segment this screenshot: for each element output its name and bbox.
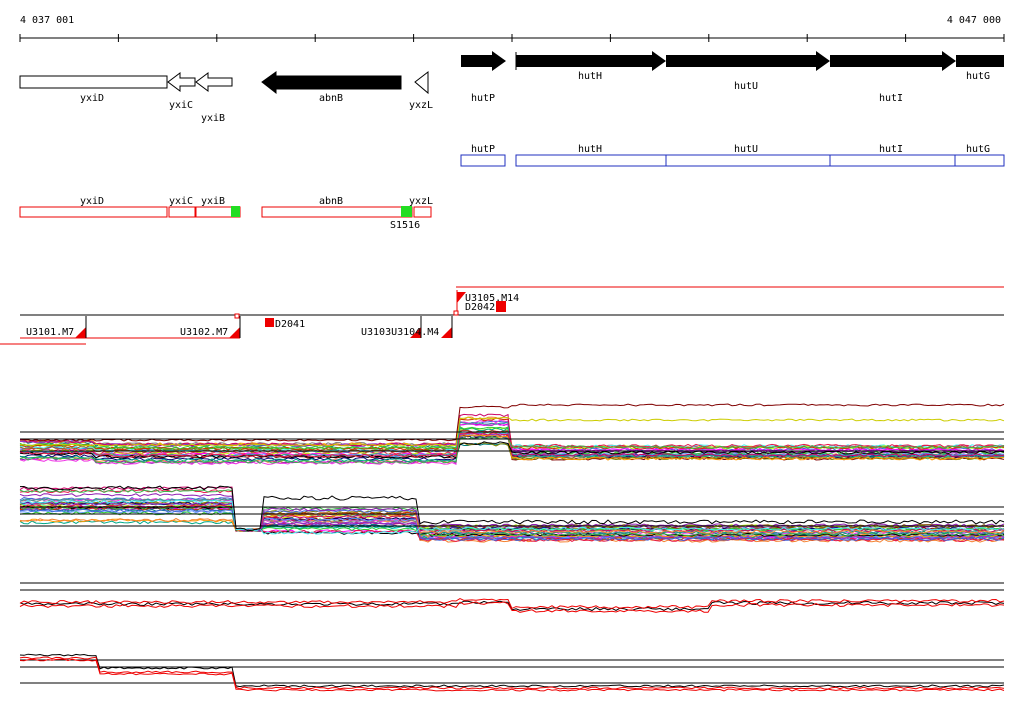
tss-label: U3105.M14 (465, 293, 519, 304)
gene-label: yxiB (201, 113, 225, 124)
expression-trace (19, 658, 1005, 692)
expression-panel-3 (19, 582, 1005, 613)
terminator-marker[interactable] (265, 318, 274, 327)
expression-trace (19, 512, 1005, 534)
red-box-yxiD[interactable] (19, 206, 168, 218)
tss-label: D2042 (465, 302, 495, 313)
coord-start: 4 037 001 (20, 15, 74, 26)
blue-box-label: hutP (471, 144, 495, 155)
tss-flag[interactable] (75, 327, 86, 338)
expression-trace (19, 653, 1005, 688)
blue-box-hutI[interactable] (829, 154, 956, 167)
expression-panel-2 (19, 485, 1005, 543)
red-box-label: yxiB (201, 196, 225, 207)
tss-label: U3101.M7 (26, 327, 74, 338)
expression-trace (19, 598, 1005, 610)
tss-label: U3102.M7 (180, 327, 228, 338)
red-box-yxiC[interactable] (168, 206, 196, 218)
gene-label: hutH (578, 71, 602, 82)
red-box-label: yxzL (409, 196, 433, 207)
gene-label: hutP (471, 93, 495, 104)
green-marker[interactable] (231, 206, 240, 217)
expression-trace (19, 656, 1005, 690)
red-box-label: yxiD (80, 196, 104, 207)
expression-trace (19, 508, 1005, 541)
gene-label: hutI (879, 93, 903, 104)
gene-label: hutG (966, 71, 990, 82)
gene-hutG[interactable] (956, 55, 1004, 67)
tss-label: D2041 (275, 319, 305, 330)
expression-trace (19, 433, 1005, 461)
blue-box-label: hutU (734, 144, 758, 155)
blue-box-hutH[interactable] (515, 154, 667, 167)
gene-yxiB[interactable] (195, 72, 233, 92)
coordinate-axis: 4 037 001 4 047 000 (19, 15, 1005, 42)
expression-trace (19, 505, 1005, 537)
blue-box-label: hutH (578, 144, 602, 155)
gene-label: hutU (734, 81, 758, 92)
tss-flag[interactable] (410, 327, 421, 338)
red-box-label: abnB (319, 196, 343, 207)
coord-end: 4 047 000 (947, 15, 1001, 26)
gene-hutP[interactable] (461, 51, 506, 71)
expression-trace (19, 499, 1005, 535)
gene-yxiD[interactable] (19, 75, 168, 89)
terminator-marker[interactable] (496, 301, 506, 312)
gene-hutH[interactable] (516, 51, 666, 71)
expression-trace (19, 485, 1005, 532)
green-marker[interactable] (401, 206, 412, 217)
expression-trace (19, 432, 1005, 458)
gene-arrow-track: yxiD yxiC yxiB abnB yxzL hutP hutH hutU … (19, 51, 1004, 124)
blue-box-label: hutI (879, 144, 903, 155)
red-box-abnB[interactable] (261, 206, 413, 218)
expression-trace (19, 601, 1005, 613)
tss-label: U3103U3104.M4 (361, 327, 439, 338)
gene-hutI[interactable] (830, 51, 956, 71)
gene-label: yxzL (409, 100, 433, 111)
expression-trace (19, 600, 1005, 612)
expression-panel-1 (19, 403, 1005, 466)
blue-box-label: hutG (966, 144, 990, 155)
gene-label: yxiD (80, 93, 104, 104)
expression-trace (19, 417, 1005, 451)
gene-label: yxiC (169, 100, 193, 111)
gene-yxiC[interactable] (167, 72, 196, 92)
blue-box-hutG[interactable] (954, 154, 1005, 167)
expression-trace (19, 436, 1005, 464)
red-box-label: yxiC (169, 196, 193, 207)
expression-trace (19, 403, 1005, 442)
tss-flag[interactable] (229, 327, 240, 338)
green-marker-label: S1516 (390, 220, 420, 231)
expression-trace (19, 413, 1005, 458)
expression-trace (19, 504, 1005, 543)
tss-flag[interactable] (441, 327, 452, 338)
gene-yxzL[interactable] (414, 70, 429, 95)
expression-trace (19, 511, 1005, 533)
expression-panel-4 (19, 653, 1005, 692)
red-box-yxzL[interactable] (413, 206, 432, 218)
red-feature-track: yxiD yxiC yxiB abnB yxzL (19, 196, 433, 218)
gene-hutU[interactable] (666, 51, 830, 71)
blue-feature-track: hutP hutH hutU hutI hutG (460, 144, 1005, 167)
gene-label: abnB (319, 93, 343, 104)
blue-box-hutU[interactable] (665, 154, 831, 167)
gene-abnB[interactable] (261, 71, 402, 95)
tss-flag[interactable] (457, 292, 466, 303)
expression-trace (19, 416, 1005, 447)
blue-box-hutP[interactable] (460, 154, 506, 167)
transcription-track: U3101.M7 U3102.M7 D2041 U3103U3104.M4 U3… (0, 286, 1004, 345)
